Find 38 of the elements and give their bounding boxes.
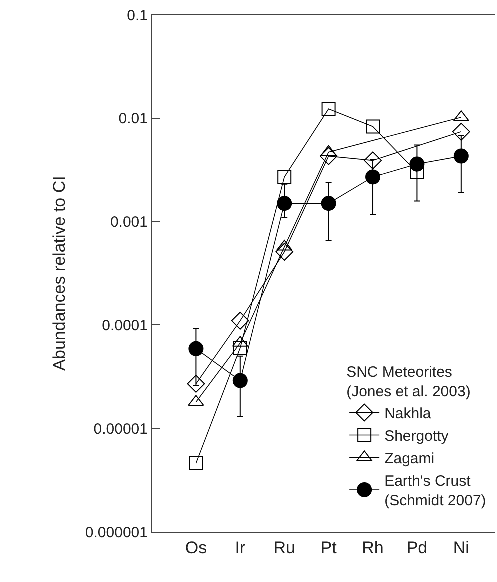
x-tick-label: Ni — [453, 538, 470, 558]
point — [366, 120, 380, 134]
y-axis-title: Abundances relative to CI — [50, 176, 69, 371]
point — [321, 196, 336, 212]
point — [454, 148, 469, 164]
point — [233, 341, 248, 356]
x-tick-label: Pd — [406, 538, 428, 558]
legend-label: Earth's Crust (Schmidt 2007) — [384, 473, 486, 510]
legend-label: Nakhla — [384, 406, 432, 423]
x-tick-label: Pt — [320, 538, 338, 558]
point — [231, 312, 250, 330]
y-tick-label: 0.000001 — [85, 524, 148, 542]
point — [188, 341, 204, 356]
y-tick-label: 0.0001 — [102, 317, 148, 334]
x-tick-label: Os — [185, 538, 208, 558]
point — [187, 375, 206, 393]
y-tick-label: 0.1 — [127, 7, 148, 24]
point — [232, 373, 248, 388]
point — [410, 165, 424, 180]
legend-label: Zagami — [384, 450, 435, 468]
point — [322, 102, 336, 116]
x-tick-label: Ru — [274, 538, 296, 558]
x-tick-label: Ir — [235, 538, 246, 558]
legend-label: Shergotty — [384, 428, 450, 446]
point — [278, 170, 292, 184]
point — [277, 196, 292, 212]
point — [410, 156, 425, 172]
point — [366, 170, 381, 185]
y-tick-label: 0.00001 — [94, 420, 148, 438]
y-tick-label: 0.01 — [118, 110, 148, 128]
point — [276, 243, 294, 261]
point — [320, 147, 338, 166]
y-tick-label: 0.001 — [110, 214, 148, 232]
point — [189, 456, 204, 470]
point — [364, 152, 382, 170]
point — [452, 122, 470, 141]
legend-title: SNC Meteorites (Jones et al. 2003) — [346, 364, 471, 400]
x-tick-label: Rh — [362, 538, 384, 558]
